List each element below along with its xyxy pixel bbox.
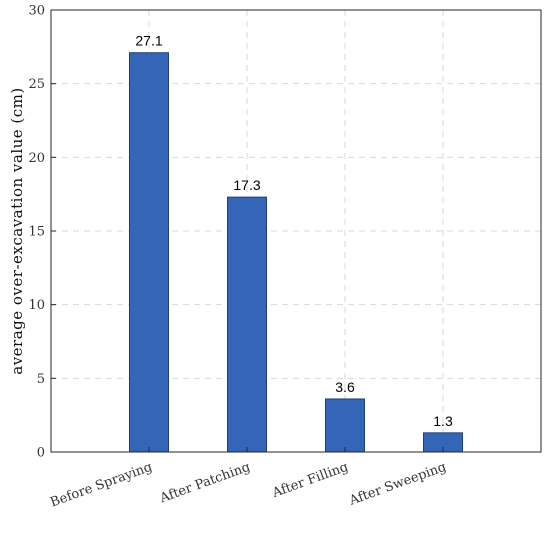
bar bbox=[227, 196, 267, 453]
x-tick-label: After Patching bbox=[157, 460, 252, 507]
y-tick-label: 30 bbox=[28, 4, 45, 19]
y-tick-label: 15 bbox=[28, 225, 45, 240]
y-tick-label: 0 bbox=[37, 446, 45, 461]
x-tick-label: After Sweeping bbox=[347, 460, 449, 509]
bar bbox=[129, 52, 169, 453]
y-tick-label: 5 bbox=[37, 372, 45, 387]
data-labels: 27.1 17.3 3.6 1.3 bbox=[135, 33, 453, 429]
data-label: 27.1 bbox=[135, 33, 162, 49]
bar bbox=[325, 398, 365, 453]
x-axis-ticks: Before Spraying After Patching After Filli… bbox=[48, 447, 448, 510]
y-axis-label: average over-excavation value (cm) bbox=[8, 87, 26, 375]
grid-lines bbox=[51, 10, 541, 452]
y-tick-label: 20 bbox=[28, 151, 45, 166]
y-axis-ticks: 0 5 10 15 20 25 30 bbox=[28, 4, 56, 461]
y-tick-label: 25 bbox=[28, 77, 45, 92]
data-label: 17.3 bbox=[233, 177, 260, 193]
bars bbox=[129, 52, 463, 453]
x-tick-label: Before Spraying bbox=[48, 460, 154, 511]
x-tick-label: After Filling bbox=[270, 460, 351, 502]
data-label: 1.3 bbox=[433, 413, 453, 429]
data-label: 3.6 bbox=[335, 379, 355, 395]
y-tick-label: 10 bbox=[28, 298, 45, 313]
